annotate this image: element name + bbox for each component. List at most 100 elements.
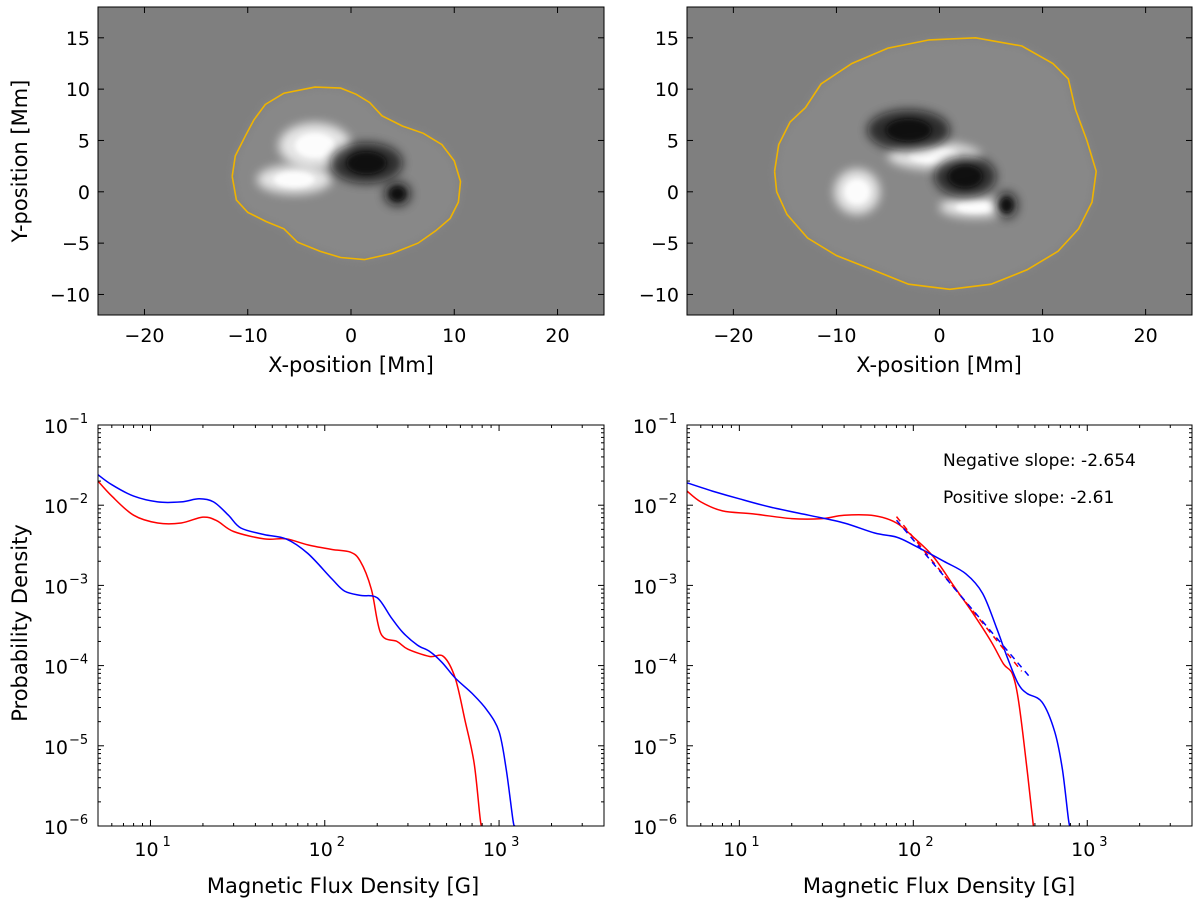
x-tick-label: 10 <box>897 839 921 861</box>
x-tick-exponent: 3 <box>1099 835 1107 850</box>
series-line-red <box>687 490 1035 826</box>
x-tick-label: 10 <box>309 839 333 861</box>
y-tick-exponent: −4 <box>658 653 677 668</box>
axes-frame-bottom-left <box>97 424 605 827</box>
y-ticks-bottom-left: 10−610−510−410−310−210−1 <box>44 412 604 839</box>
x-axis-label-bottom-left: Magnetic Flux Density [G] <box>207 874 479 898</box>
y-tick-label: 10 <box>44 817 68 839</box>
x-tick-label: 0 <box>345 325 357 347</box>
y-tick-exponent: −5 <box>69 733 88 748</box>
y-tick-label: 10 <box>44 416 68 438</box>
y-tick-label: 10 <box>633 496 657 518</box>
x-ticks-top-left: −20 −10 0 10 20 <box>124 7 570 347</box>
y-tick-exponent: −4 <box>69 653 88 668</box>
annotation-negative-slope: Negative slope: -2.654 <box>943 451 1136 471</box>
series-line-negative-fit <box>895 516 1023 672</box>
negative-flux-core <box>885 118 932 142</box>
axes-frame-bottom-right <box>686 424 1193 827</box>
x-tick-label: 10 <box>483 839 507 861</box>
y-tick-label: 10 <box>633 576 657 598</box>
y-tick-exponent: −1 <box>658 412 677 427</box>
y-tick-label: 5 <box>667 130 679 152</box>
axes-background-bottom-left <box>98 425 604 826</box>
positive-flux-core <box>844 179 870 205</box>
y-axis-label-bottom-left: Probability Density <box>8 524 32 722</box>
x-tick-label: 20 <box>1134 325 1158 347</box>
y-tick-label: 10 <box>66 79 90 101</box>
x-tick-label: −10 <box>228 325 268 347</box>
panel-bottom-left: 10 1 10 2 10 3 10−610−510−410−310−210−1 Magne… <box>8 412 605 898</box>
contour-top-right <box>773 36 1098 291</box>
y-tick-label: −5 <box>651 233 679 255</box>
x-tick-label: 10 <box>1030 325 1054 347</box>
positive-flux-core <box>273 171 315 188</box>
y-tick-label: 15 <box>66 28 90 50</box>
contour-top-left <box>231 86 462 261</box>
positive-flux-core <box>955 201 996 213</box>
x-axis-label-bottom-right: Magnetic Flux Density [G] <box>803 874 1075 898</box>
y-tick-label: 10 <box>44 496 68 518</box>
y-tick-label: 10 <box>44 576 68 598</box>
x-tick-label: −20 <box>713 325 753 347</box>
y-tick-label: 0 <box>667 182 679 204</box>
x-tick-exponent: 2 <box>337 835 345 850</box>
x-tick-exponent: 2 <box>925 835 933 850</box>
x-ticks-bottom-left: 10 1 10 2 10 3 <box>97 425 605 861</box>
y-tick-exponent: −5 <box>658 733 677 748</box>
negative-flux-core <box>346 151 387 175</box>
y-tick-label: 10 <box>44 737 68 759</box>
panel-top-right: −20 −10 0 10 20 −10 −5 0 5 10 15 X-position [Mm] <box>639 6 1193 377</box>
series-bottom-right <box>687 482 1072 826</box>
series-line-blue <box>98 474 516 826</box>
y-ticks-top-left: −10 −5 0 5 10 15 <box>50 28 604 306</box>
y-tick-label: −5 <box>62 233 90 255</box>
positive-flux-core <box>908 148 960 164</box>
panel-bottom-right: 10 1 10 2 10 3 10−610−510−410−310−210−1 Magne… <box>633 412 1193 898</box>
y-tick-label: 0 <box>78 182 90 204</box>
heatmap-image-top-left <box>98 7 604 315</box>
series-line-blue <box>687 482 1072 826</box>
x-tick-label: 10 <box>442 325 466 347</box>
positive-flux-core <box>294 133 335 159</box>
x-tick-label: 10 <box>723 839 747 861</box>
y-tick-exponent: −6 <box>658 813 677 828</box>
negative-flux-core <box>1000 197 1013 213</box>
y-ticks-bottom-right: 10−610−510−410−310−210−1 <box>633 412 1192 839</box>
y-tick-label: −10 <box>50 284 90 306</box>
y-tick-label: 10 <box>633 657 657 679</box>
x-tick-exponent: 1 <box>751 835 759 850</box>
y-tick-label: 15 <box>655 28 679 50</box>
y-tick-label: 10 <box>633 416 657 438</box>
y-tick-label: −10 <box>639 284 679 306</box>
x-axis-label-top-right: X-position [Mm] <box>856 353 1022 377</box>
y-tick-label: 10 <box>44 657 68 679</box>
y-tick-exponent: −6 <box>69 813 88 828</box>
x-tick-label: 0 <box>933 325 945 347</box>
y-tick-exponent: −3 <box>658 572 677 587</box>
y-tick-label: 10 <box>655 79 679 101</box>
x-tick-label: −10 <box>816 325 856 347</box>
x-tick-label: 10 <box>134 839 158 861</box>
negative-flux-core <box>390 187 405 201</box>
y-tick-label: 10 <box>633 737 657 759</box>
y-ticks-top-right: −10 −5 0 5 10 15 <box>639 28 1192 306</box>
annotation-positive-slope: Positive slope: -2.61 <box>943 488 1114 508</box>
y-tick-exponent: −2 <box>69 492 88 507</box>
y-axis-label-top-left: Y-position [Mm] <box>8 80 32 244</box>
x-tick-exponent: 3 <box>511 835 519 850</box>
y-tick-exponent: −3 <box>69 572 88 587</box>
x-tick-label: 10 <box>1071 839 1095 861</box>
x-tick-exponent: 1 <box>162 835 170 850</box>
heatmap-image-top-right <box>687 7 1192 315</box>
x-tick-label: −20 <box>124 325 164 347</box>
y-tick-exponent: −2 <box>658 492 677 507</box>
series-line-positive-fit <box>895 519 1030 677</box>
x-ticks-bottom-right: 10 1 10 2 10 3 <box>686 425 1193 861</box>
y-tick-label: 10 <box>633 817 657 839</box>
series-bottom-left <box>98 474 516 826</box>
x-ticks-top-right: −20 −10 0 10 20 <box>713 7 1158 347</box>
y-tick-exponent: −1 <box>69 412 88 427</box>
y-tick-label: 5 <box>78 130 90 152</box>
